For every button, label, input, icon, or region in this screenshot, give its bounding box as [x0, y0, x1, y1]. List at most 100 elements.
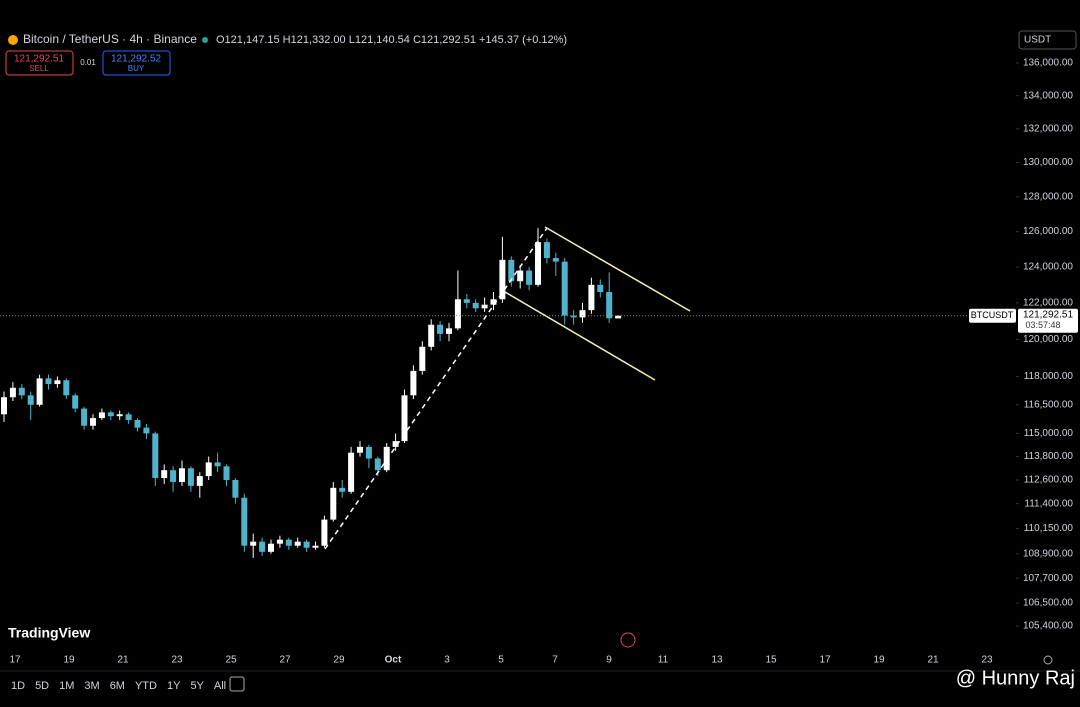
- candle-body: [419, 346, 426, 371]
- alert-icon: [620, 632, 636, 648]
- candle-body: [392, 441, 399, 447]
- x-tick-label: Oct: [385, 655, 402, 666]
- candle-body: [232, 480, 239, 498]
- candle-body: [241, 497, 248, 546]
- x-tick-label: 11: [658, 655, 669, 666]
- timeframe-button[interactable]: 5D: [35, 680, 49, 692]
- ohlc: O121,147.15 H121,332.00 L121,140.54 C121…: [216, 34, 567, 46]
- candle-body: [152, 433, 159, 479]
- symbol-icon: [8, 35, 18, 45]
- x-tick-label: 17: [819, 655, 831, 666]
- candle-body: [481, 304, 488, 309]
- candle-body: [36, 378, 43, 405]
- candle-body: [294, 541, 301, 546]
- candle-body: [357, 446, 363, 453]
- candle-body: [179, 468, 185, 482]
- candle-body: [27, 395, 34, 405]
- x-tick-label: 21: [117, 655, 129, 666]
- settings-icon[interactable]: [1043, 655, 1053, 665]
- candle-body: [98, 412, 105, 419]
- x-tick-label: 23: [171, 655, 183, 666]
- x-tick-label: 15: [765, 655, 777, 666]
- y-tick-label: 115,000.00: [1024, 428, 1074, 439]
- sell-label: SELL: [29, 64, 49, 73]
- candle-body: [143, 427, 150, 434]
- candle-body: [9, 387, 16, 398]
- y-tick-label: 108,900.00: [1023, 548, 1073, 559]
- buy-button[interactable]: [102, 50, 171, 76]
- x-tick-label: 17: [9, 655, 21, 666]
- timeframe-button[interactable]: 6M: [110, 680, 125, 692]
- y-tick-label: 107,700.00: [1023, 573, 1073, 584]
- trend-line: [324, 227, 548, 550]
- symbol-title[interactable]: Bitcoin / TetherUS · 4h · Binance: [23, 32, 197, 46]
- timeframe-button[interactable]: YTD: [135, 680, 157, 692]
- y-tick-label: 134,000.00: [1023, 90, 1073, 101]
- channel-lower: [504, 291, 656, 381]
- x-tick-label: 19: [873, 655, 885, 666]
- timeframe-button[interactable]: 1D: [11, 680, 25, 692]
- x-tick-label: 9: [606, 655, 612, 666]
- candle-body: [463, 299, 470, 303]
- candle-body: [454, 299, 461, 329]
- candle-body: [543, 242, 550, 259]
- buy-label: BUY: [128, 64, 145, 73]
- timeframe-button[interactable]: 1M: [59, 680, 74, 692]
- candle-body: [597, 284, 604, 293]
- sell-button[interactable]: [5, 50, 74, 76]
- candle-body: [499, 259, 506, 300]
- currency-select[interactable]: [1018, 30, 1077, 50]
- x-tick-label: 13: [711, 655, 723, 666]
- candle-body: [339, 487, 346, 492]
- timeframe-button[interactable]: All: [214, 680, 226, 692]
- candle-body: [116, 414, 123, 417]
- price-tag-label: 121,292.51: [1023, 309, 1073, 320]
- candle-body: [107, 412, 114, 417]
- y-tick-label: 112,600.00: [1024, 475, 1074, 486]
- x-tick-label: 27: [279, 655, 291, 666]
- candle-body: [90, 418, 96, 426]
- y-tick-label: 126,000.00: [1023, 226, 1073, 237]
- candle-body: [205, 462, 212, 477]
- candle-body: [437, 324, 444, 334]
- symbol-tag-label: BTCUSDT: [971, 310, 1014, 320]
- candle-body: [63, 380, 70, 396]
- timeframe-button[interactable]: 5Y: [190, 680, 204, 692]
- spread: 0.01: [80, 58, 96, 67]
- y-tick-label: 106,500.00: [1023, 598, 1073, 609]
- y-tick-label: 116,500.00: [1024, 399, 1074, 410]
- timeframe-button[interactable]: 3M: [84, 680, 99, 692]
- y-tick-label: 136,000.00: [1023, 58, 1073, 69]
- x-tick-label: 3: [444, 655, 450, 666]
- channel-upper: [544, 226, 691, 312]
- candle-body: [187, 468, 194, 486]
- candle-body: [508, 259, 515, 282]
- candle-body: [535, 242, 541, 285]
- x-tick-label: 7: [552, 655, 558, 666]
- x-tick-label: 25: [225, 655, 237, 666]
- range-icon[interactable]: [229, 676, 245, 692]
- x-tick-label: 23: [981, 655, 993, 666]
- y-tick-label: 113,800.00: [1024, 451, 1074, 462]
- currency: USDT: [1024, 35, 1051, 46]
- timeframe-button[interactable]: 1Y: [167, 680, 181, 692]
- candle-body: [428, 324, 435, 347]
- y-tick-label: 132,000.00: [1023, 123, 1073, 134]
- candle-body: [606, 292, 613, 319]
- x-tick-label: 29: [333, 655, 345, 666]
- y-tick-label: 130,000.00: [1023, 157, 1073, 168]
- y-tick-label: 128,000.00: [1023, 191, 1073, 202]
- candle-body: [250, 541, 257, 546]
- watermark: @ Hunny Raj: [956, 667, 1075, 689]
- candle-body: [161, 470, 168, 479]
- candle-body: [223, 466, 230, 481]
- price-tag: [1018, 308, 1078, 333]
- logo: TradingView: [8, 625, 90, 641]
- candle-body: [196, 476, 203, 486]
- y-tick-label: 110,150.00: [1024, 523, 1074, 534]
- candle-body: [410, 370, 417, 396]
- candle-body: [490, 299, 497, 305]
- candle-body: [365, 446, 372, 459]
- candle-body: [579, 310, 586, 318]
